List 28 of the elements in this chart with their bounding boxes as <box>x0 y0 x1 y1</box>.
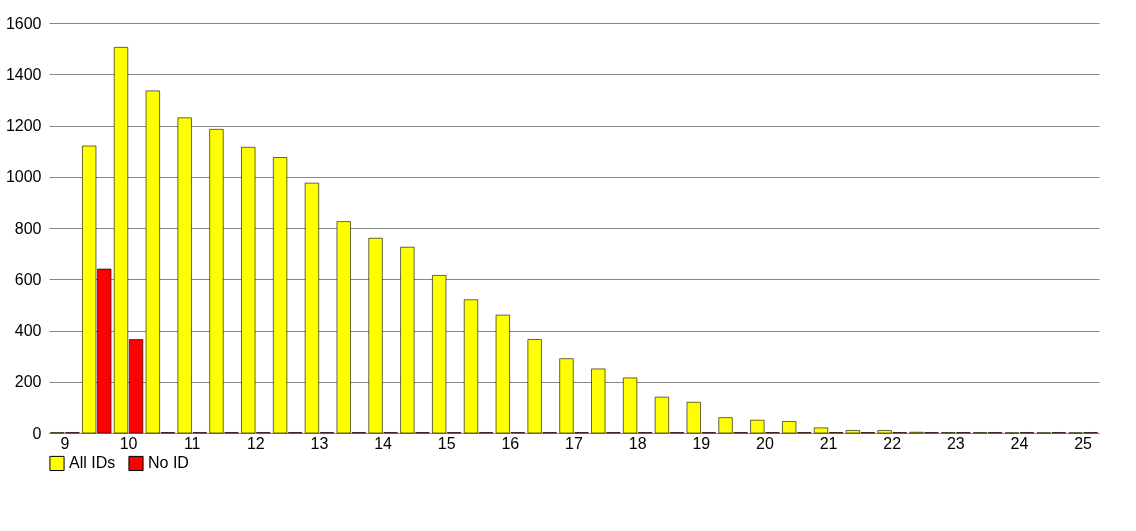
x-tick-label: 25 <box>1074 434 1093 452</box>
x-tick-label: 12 <box>246 434 265 452</box>
y-tick-label: 1200 <box>5 117 42 134</box>
x-tick-label: 20 <box>756 434 774 452</box>
legend-label: No ID <box>148 454 189 472</box>
x-tick-label: 13 <box>310 434 329 452</box>
x-tick-label: 17 <box>565 434 583 452</box>
x-tick-label: 14 <box>374 434 393 452</box>
y-tick-label: 200 <box>14 373 42 391</box>
y-tick-label: 600 <box>14 270 42 288</box>
x-tick-label: 16 <box>501 434 520 452</box>
x-tick-label: 15 <box>437 434 456 452</box>
x-tick-label: 18 <box>628 434 647 452</box>
x-tick-label: 22 <box>883 434 902 452</box>
x-tick-label: 21 <box>819 434 838 452</box>
x-tick-label: 10 <box>119 434 138 452</box>
x-tick-label: 23 <box>946 434 965 452</box>
y-tick-label: 800 <box>14 219 42 237</box>
x-tick-label: 19 <box>692 434 711 452</box>
y-tick-label: 0 <box>32 424 42 442</box>
y-tick-label: 400 <box>14 322 42 339</box>
x-tick-label: 11 <box>183 434 201 452</box>
x-tick-label: 9 <box>60 434 70 452</box>
y-tick-label: 1000 <box>5 168 42 186</box>
legend-label: All IDs <box>69 454 116 472</box>
y-tick-label: 1400 <box>5 65 42 83</box>
y-tick-label: 1600 <box>5 14 42 32</box>
x-tick-label: 24 <box>1010 434 1029 452</box>
